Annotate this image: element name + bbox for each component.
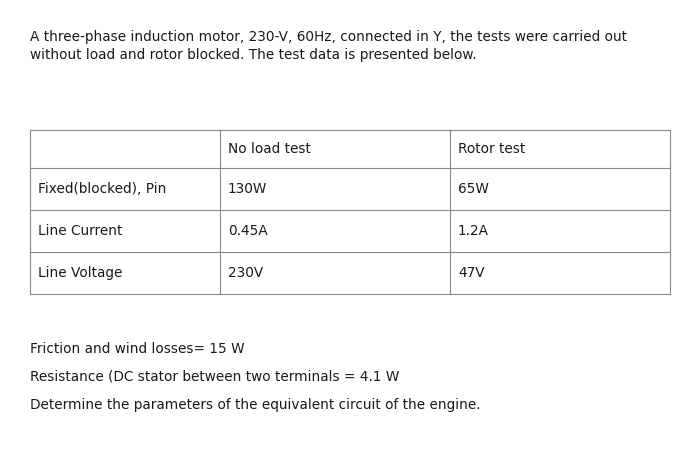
Text: 65W: 65W [458,182,489,196]
Text: 130W: 130W [228,182,267,196]
Text: Line Voltage: Line Voltage [38,266,122,280]
Text: No load test: No load test [228,142,311,156]
Text: 47V: 47V [458,266,484,280]
Text: Determine the parameters of the equivalent circuit of the engine.: Determine the parameters of the equivale… [30,398,481,412]
Text: 230V: 230V [228,266,263,280]
Text: 0.45A: 0.45A [228,224,267,238]
Text: Rotor test: Rotor test [458,142,525,156]
Text: without load and rotor blocked. The test data is presented below.: without load and rotor blocked. The test… [30,48,477,62]
Text: Fixed(blocked), Pin: Fixed(blocked), Pin [38,182,167,196]
Text: 1.2A: 1.2A [458,224,489,238]
Text: Line Current: Line Current [38,224,122,238]
Text: A three-phase induction motor, 230-V, 60Hz, connected in Y, the tests were carri: A three-phase induction motor, 230-V, 60… [30,30,627,44]
Text: Resistance (DC stator between two terminals = 4.1 W: Resistance (DC stator between two termin… [30,370,400,384]
Text: Friction and wind losses= 15 W: Friction and wind losses= 15 W [30,342,244,356]
